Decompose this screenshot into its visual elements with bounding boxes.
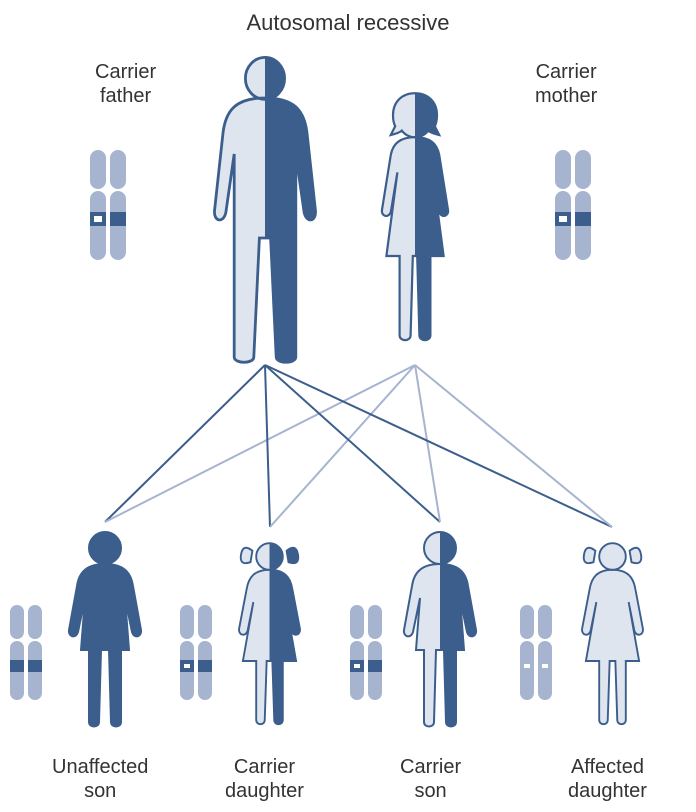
carrier-daughter-chromosomes xyxy=(180,605,212,700)
chromosome xyxy=(28,605,42,700)
unaffected-son-figure xyxy=(55,520,155,740)
carrier-daughter-figure xyxy=(222,525,317,740)
unaffected-son-chromosomes xyxy=(10,605,42,700)
unaffected-son-label: Unaffectedson xyxy=(52,755,148,803)
carrier-son-label: Carrierson xyxy=(400,755,461,803)
father-figure xyxy=(195,55,335,365)
chromosome xyxy=(10,605,24,700)
mother-figure xyxy=(360,70,470,365)
chromosome xyxy=(110,150,126,260)
chromosome xyxy=(575,150,591,260)
carrier-son-chromosomes xyxy=(350,605,382,700)
father-chromosomes xyxy=(90,150,126,260)
chromosome xyxy=(520,605,534,700)
chromosome xyxy=(538,605,552,700)
carrier-son-figure xyxy=(390,520,490,740)
affected-daughter-chromosomes xyxy=(520,605,552,700)
chromosome xyxy=(555,150,571,260)
affected-daughter-figure xyxy=(565,525,660,740)
affected-daughter-label: Affecteddaughter xyxy=(568,755,647,803)
carrier-daughter-label: Carrierdaughter xyxy=(225,755,304,803)
mother-chromosomes xyxy=(555,150,591,260)
chromosome xyxy=(180,605,194,700)
chromosome xyxy=(90,150,106,260)
chromosome xyxy=(368,605,382,700)
chromosome xyxy=(350,605,364,700)
chromosome xyxy=(198,605,212,700)
